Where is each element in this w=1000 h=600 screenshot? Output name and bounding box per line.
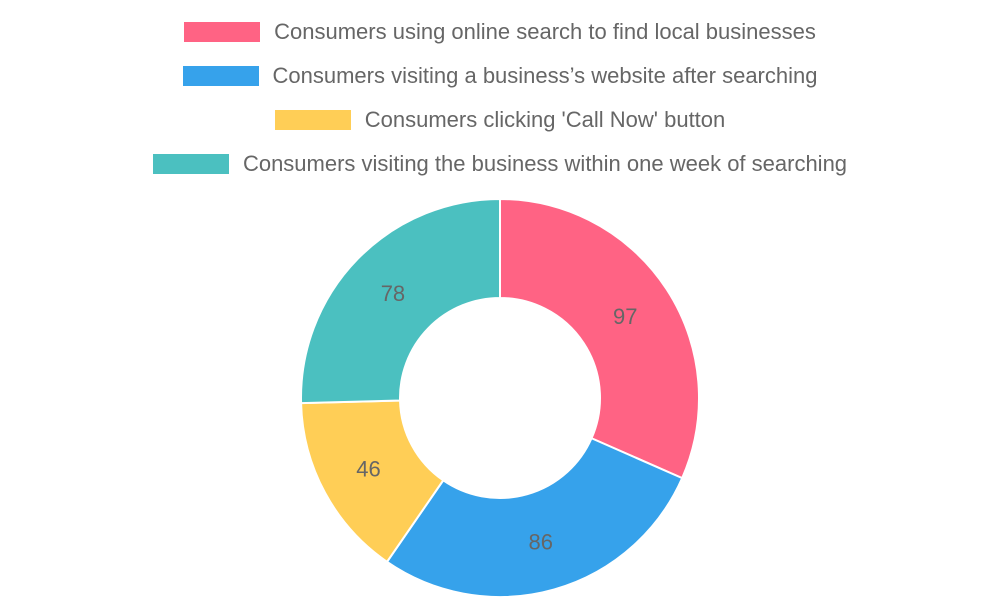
legend-label: Consumers clicking 'Call Now' button xyxy=(364,107,726,132)
slice-value-label: 78 xyxy=(381,281,405,306)
legend-item[interactable]: Consumers visiting the business within o… xyxy=(0,142,1000,186)
legend-swatch xyxy=(152,154,229,174)
legend-swatch xyxy=(182,66,259,86)
legend-item[interactable]: Consumers visiting a business’s website … xyxy=(0,54,1000,98)
slice-value-label: 46 xyxy=(356,457,380,482)
legend-swatch xyxy=(274,110,351,130)
slice-value-label: 86 xyxy=(529,529,553,554)
slice-value-label: 97 xyxy=(613,304,637,329)
legend-item[interactable]: Consumers clicking 'Call Now' button xyxy=(0,98,1000,142)
doughnut-slice[interactable] xyxy=(499,197,700,480)
doughnut-slice[interactable] xyxy=(385,436,684,598)
legend-label: Consumers using online search to find lo… xyxy=(274,19,816,44)
doughnut-slice[interactable] xyxy=(300,197,501,405)
legend-label: Consumers visiting a business’s website … xyxy=(272,63,818,88)
legend-item[interactable]: Consumers using online search to find lo… xyxy=(0,10,1000,54)
legend-swatch xyxy=(184,22,261,42)
chart-legend: Consumers using online search to find lo… xyxy=(0,10,1000,186)
legend-label: Consumers visiting the business within o… xyxy=(242,151,848,176)
